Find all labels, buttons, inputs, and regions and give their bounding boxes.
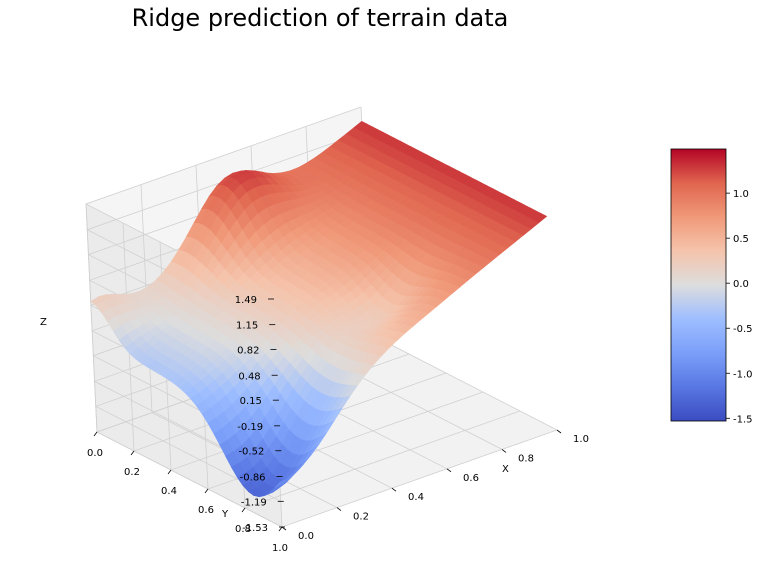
z-tick-label: 1.49 [235,295,257,306]
surface-facet [274,477,289,488]
y-tick-mark [130,450,135,456]
colorbar-tick-label: -1.0 [733,369,753,380]
z-axis-label: Z [40,317,47,328]
x-axis-label: X [502,464,509,475]
y-tick-mark [278,526,283,532]
z-tick-label: 0.15 [240,396,262,407]
y-axis-label: Y [221,509,229,520]
z-tick-label: -1.19 [241,497,267,508]
y-tick-mark [93,431,98,437]
colorbar-bar [670,148,727,422]
surface-plot [90,120,548,498]
x-tick-label: 0.6 [463,473,479,484]
x-tick-mark [281,526,287,531]
x-tick-mark [446,468,452,473]
x-tick-mark [556,429,562,434]
y-tick-label: 0.2 [124,467,140,478]
z-tick-label: 1.15 [236,321,258,332]
y-tick-mark [241,507,246,513]
x-tick-mark [391,487,397,492]
z-tick-label: -0.19 [237,422,263,433]
z-tick-label: 0.48 [238,371,260,382]
x-tick-label: 1.0 [573,434,589,445]
chart-title: Ridge prediction of terrain data [132,4,509,32]
colorbar-tick-label: 1.0 [733,189,749,200]
y-tick-mark [167,469,172,475]
x-tick-label: 0.2 [353,512,369,523]
x-tick-mark [336,507,342,511]
z-tick-label: -0.52 [238,447,264,458]
y-tick-mark [204,488,209,494]
y-tick-label: 0.8 [235,524,251,535]
y-tick-label: 0.0 [87,448,103,459]
colorbar: -1.5 -1.0 -0.5 0.0 0.5 1.0 [670,148,753,425]
z-tick-label: -0.86 [240,472,266,483]
y-tick-label: 0.4 [161,486,177,497]
x-tick-label: 0.4 [408,492,424,503]
x-tick-mark [501,449,507,453]
z-tick-label: 0.82 [237,346,259,357]
colorbar-tick-label: 0.5 [733,234,749,245]
axes-ticks: -1.53 -1.19 -0.86 -0.52 -0.19 0.15 0.48 0.82 1.1… [87,295,589,554]
colorbar-tick-label: 0.0 [733,279,749,290]
y-tick-label: 1.0 [272,543,288,554]
colorbar-tick-label: -0.5 [733,324,753,335]
x-tick-label: 0.8 [518,453,534,464]
y-tick-label: 0.6 [198,505,214,516]
x-tick-label: 0.0 [298,531,314,542]
colorbar-tick-label: -1.5 [733,414,753,425]
z-tick-label: -1.53 [242,523,268,534]
